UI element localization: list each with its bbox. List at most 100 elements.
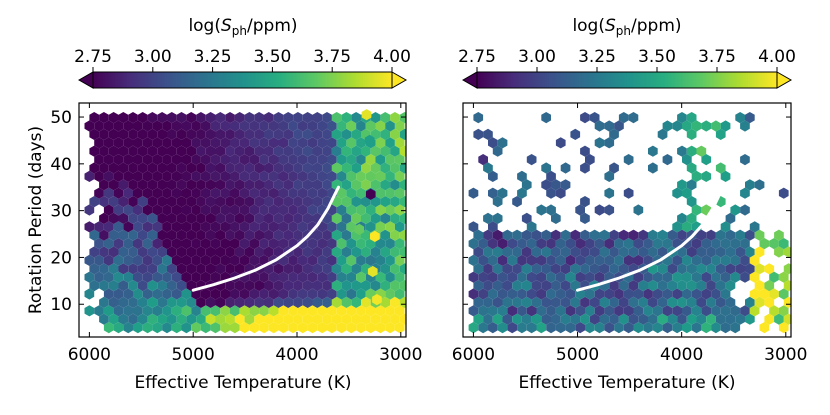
left-hexbin-cell [317,254,327,266]
left-hexbin-cell [103,271,114,283]
right-hexbin-cell [740,238,750,250]
right-hexbin-cell [662,154,673,166]
left-hexbin-cell [162,322,172,334]
left-hexbin-cell [249,154,260,166]
left-hexbin-cell [133,120,143,132]
left-hexbin-cell [171,305,182,317]
left-hexbin-cell [113,322,124,334]
right-hexbin-cell [682,305,692,317]
right-hexbin-cell [662,305,673,317]
right-hexbin-cell [662,271,673,283]
left-hexbin-cell [176,112,187,124]
right-hexbin-cell [526,305,537,317]
left-hexbin-cell [181,254,192,266]
left-hexbin-cell [99,246,109,258]
left-hexbin-cell [278,271,289,283]
right-hexbin-cell [570,280,581,292]
right-hexbin-cell [691,120,702,132]
left-hexbin-cell [317,187,327,199]
right-reference-curve [576,185,725,292]
left-hexbin-cell [297,271,308,283]
right-hexbin-cell [478,254,488,266]
right-hexbin-cell [706,246,716,258]
left-hexbin-cell [394,187,405,199]
right-hexbin-cell [497,254,508,266]
right-colorbar-high-extension [776,71,793,89]
right-x-tick-label: 3000 [764,345,807,365]
right-hexbin-cell [531,246,542,258]
left-hexbin-cell [268,322,279,334]
right-hexbin-cell [517,170,527,182]
left-hexbin-cell [200,170,211,182]
left-hexbin-cell [176,229,187,241]
left-hexbin-cell [186,313,197,325]
left-hexbin-cell [133,305,143,317]
left-hexbin-cell [356,120,366,132]
left-hexbin-cell [254,179,264,191]
right-hexbin-cell [633,288,644,300]
left-hexbin-cell [322,145,332,157]
left-hexbin-cell [103,154,114,166]
left-hexbin-cell [108,112,119,124]
left-colorbar-tick-label: 4.00 [373,47,411,67]
right-x-axis-label: Effective Temperature (K) [518,373,735,393]
left-hexbin-cell [322,128,332,140]
left-hexbin-cell [186,296,197,308]
left-hexbin-cell [113,271,124,283]
left-hexbin-cell [84,288,95,300]
left-hexbin-cell [297,204,308,216]
left-hexbin-cell [288,187,298,199]
right-hexbin-cell [492,263,503,275]
right-colorbar: log(Sph/ppm) 2.75 3.00 3.25 3.50 3.75 4.00 [458,16,796,89]
right-hexbin-cell [565,288,576,300]
right-hexbin-cell [565,238,576,250]
left-hexbin-cell [94,221,104,233]
left-hexbin-cell [341,229,352,241]
left-hexbin-cell [331,112,342,124]
left-hexbin-cell [89,229,100,241]
right-hexbin-cell [633,204,644,216]
left-hexbin-cell [171,154,182,166]
left-hexbin-cell [356,238,366,250]
left-hexbin-cell [288,254,298,266]
left-hexbin-cell [254,162,264,174]
left-hexbin-cell [171,238,182,250]
right-hexbin-cell [483,280,493,292]
left-hexbin-cell [162,238,172,250]
left-hexbin-cell [108,212,119,224]
left-hexbin-cell [370,280,381,292]
left-hexbin-cell [171,254,182,266]
left-hexbin-cell [103,120,114,132]
left-hexbin-cell [230,187,240,199]
left-hexbin-cell [365,322,376,334]
left-hexbin-cell [336,322,347,334]
left-hexbin-cell [367,265,378,278]
left-hexbin-cell [196,246,206,258]
left-hexbin-cell [307,204,318,216]
right-hexbin-cell [628,296,639,308]
left-hexbin-cell [278,170,289,182]
left-hexbin-cell [225,196,235,208]
left-hexbin-cell [288,305,298,317]
left-hexbin-cell [293,229,303,241]
left-hexbin-cell [118,112,129,124]
left-hexbin-cell [133,137,143,149]
right-hexbin-cell [652,288,663,300]
left-hexbin-cell [283,162,294,174]
left-hexbin-cell [118,246,129,258]
right-hexbin-cell [638,313,648,325]
right-hexbin-cell [473,313,484,325]
right-hexbin-cell [512,263,522,275]
right-hexbin-cell [585,254,595,266]
left-hexbin-cell [128,296,138,308]
left-hexbin-cell [283,179,294,191]
right-hexbin-cell [604,322,615,334]
left-hexbin-cell [171,204,182,216]
right-hexbin-cell [648,145,658,157]
left-hexbin-cell [225,128,235,140]
right-hexbin-cell [783,296,791,308]
right-hexbin-cell [526,254,537,266]
right-hexbin-cell [492,313,503,325]
left-hexbin-cell [327,154,337,166]
left-hexbin-cell [113,120,124,132]
